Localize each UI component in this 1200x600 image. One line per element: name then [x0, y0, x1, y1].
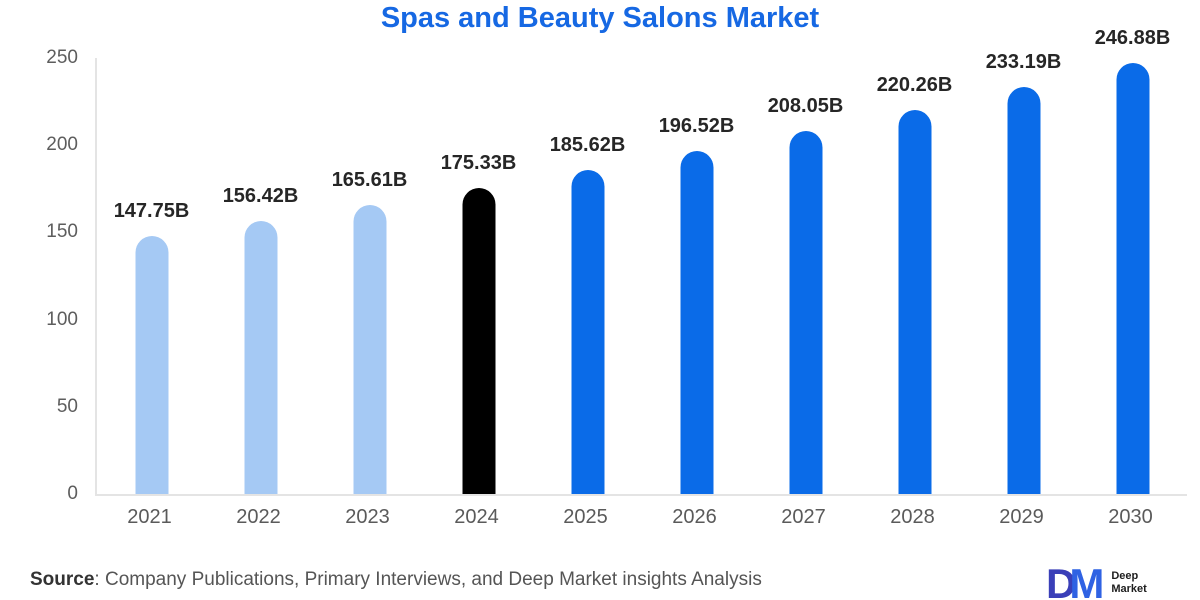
bar-2021	[135, 236, 168, 494]
deep-market-logo: D M Deep Market	[1046, 560, 1147, 600]
bar-slot-2021: 147.75B	[97, 58, 206, 494]
source-text: : Company Publications, Primary Intervie…	[94, 569, 762, 590]
chart-title: Spas and Beauty Salons Market	[380, 2, 820, 34]
dm-monogram-icon: D M	[1046, 560, 1105, 600]
y-tick-label: 0	[67, 483, 78, 504]
x-tick-label-2023: 2023	[345, 506, 390, 528]
logo-text-line1: Deep	[1111, 570, 1139, 582]
logo-letter-m: M	[1069, 560, 1105, 600]
bar-value-label: 233.19B	[985, 51, 1062, 73]
y-tick-label: 150	[46, 221, 78, 243]
bar-2027	[789, 131, 822, 494]
bar-value-label: 196.52B	[658, 115, 735, 137]
bar-slot-2030: 246.88B	[1078, 27, 1187, 494]
bar-2022	[244, 221, 277, 494]
bar-value-label: 175.33B	[440, 152, 517, 174]
logo-letter-d: D	[1046, 560, 1076, 600]
source-note: Source: Company Publications, Primary In…	[30, 569, 762, 591]
bar-value-label: 208.05B	[767, 95, 844, 117]
bar-slot-2026: 196.52B	[642, 58, 751, 494]
bar-slot-2022: 156.42B	[206, 58, 315, 494]
y-tick-label: 200	[46, 134, 78, 156]
logo-text-line2: Market	[1111, 583, 1147, 596]
bar-value-label: 220.26B	[876, 74, 953, 96]
bar-slot-2024: 175.33B	[424, 58, 533, 494]
x-tick-label-2028: 2028	[890, 506, 935, 528]
y-axis: 250 200 150 100 50 0	[0, 47, 80, 504]
x-tick-label-2026: 2026	[672, 506, 717, 528]
logo-wordmark: Deep Market	[1111, 570, 1146, 596]
bar-value-label: 246.88B	[1094, 27, 1171, 49]
bar-value-label: 165.61B	[331, 169, 408, 191]
y-tick-label: 250	[46, 47, 78, 68]
source-label: Source	[30, 569, 95, 590]
bar-2026	[680, 151, 713, 494]
bar-2025	[571, 170, 604, 494]
bar-slot-2025: 185.62B	[533, 58, 642, 494]
bar-value-label: 185.62B	[549, 134, 626, 156]
y-tick-label: 50	[56, 395, 78, 417]
bar-slot-2023: 165.61B	[315, 58, 424, 494]
x-tick-label-2030: 2030	[1108, 506, 1153, 528]
bar-slot-2027: 208.05B	[751, 58, 860, 494]
bar-value-label: 147.75B	[113, 200, 190, 222]
bar-2030	[1116, 63, 1149, 494]
bar-2029	[1007, 87, 1040, 494]
x-axis: 2021 2022 2023 2024 2025 2026 2027 2028 2029 2030	[95, 506, 1185, 529]
bar-slot-2029: 233.19B	[969, 51, 1078, 494]
x-tick-label-2022: 2022	[236, 506, 281, 528]
x-tick-label-2027: 2027	[781, 506, 826, 528]
x-tick-label-2029: 2029	[999, 506, 1044, 528]
bar-slot-2028: 220.26B	[860, 58, 969, 494]
x-tick-label-2021: 2021	[127, 506, 172, 528]
bar-2028	[898, 110, 931, 494]
x-tick-label-2025: 2025	[563, 506, 608, 528]
plot-area: 147.75B 156.42B 165.61B 175.33B 185.62B 196.5…	[95, 27, 1187, 496]
bar-2024	[462, 188, 495, 494]
bar-value-label: 156.42B	[222, 185, 299, 207]
bar-2023	[353, 205, 386, 494]
x-tick-label-2024: 2024	[454, 506, 499, 528]
y-tick-label: 100	[46, 308, 78, 330]
